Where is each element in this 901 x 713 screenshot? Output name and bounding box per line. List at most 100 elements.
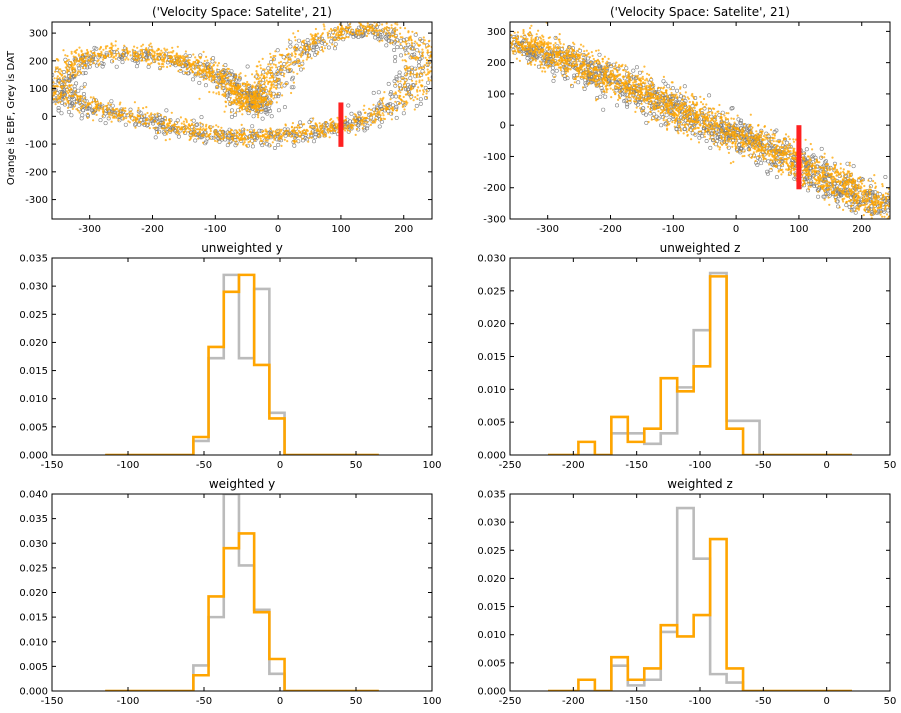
scatter-point (749, 113, 752, 116)
scatter-point (151, 116, 154, 119)
scatter-point (418, 79, 421, 82)
scatter-point (99, 54, 102, 57)
scatter-point (316, 53, 319, 56)
scatter-point (416, 94, 419, 97)
scatter-point (360, 24, 363, 27)
scatter-point (278, 53, 281, 56)
scatter-point (707, 131, 712, 136)
scatter-point (257, 128, 262, 133)
scatter-point (625, 102, 630, 107)
scatter-point (254, 86, 257, 90)
scatter-point (309, 120, 313, 123)
scatter-point (97, 52, 100, 55)
scatter-point (217, 139, 222, 144)
scatter-point (148, 115, 151, 118)
scatter-point (311, 40, 315, 43)
scatter-point (224, 92, 227, 95)
scatter-point (276, 108, 281, 113)
scatter-point (235, 129, 238, 132)
scatter-point (736, 117, 741, 122)
scatter-point (124, 107, 127, 110)
scatter-point (261, 87, 264, 90)
scatter-point (70, 88, 73, 91)
scatter-point (287, 67, 290, 70)
scatter-point (263, 89, 266, 92)
scatter-point (91, 58, 94, 61)
scatter-point (426, 45, 430, 48)
scatter-point (392, 47, 397, 52)
scatter-point (133, 122, 138, 127)
scatter-point (205, 135, 208, 138)
scatter-point (219, 129, 222, 132)
scatter-point (95, 113, 98, 116)
scatter-point (399, 43, 402, 46)
scatter-point (422, 90, 425, 93)
scatter-point (265, 85, 268, 89)
scatter-point (237, 76, 242, 81)
scatter-point (409, 35, 412, 38)
scatter-point (215, 131, 218, 134)
scatter-point (305, 131, 308, 134)
scatter-point (90, 101, 93, 104)
scatter-point (229, 131, 232, 134)
scatter-point (236, 86, 239, 89)
scatter-point (401, 36, 404, 39)
scatter-point (191, 77, 196, 82)
scatter-point (125, 56, 128, 59)
scatter-point (388, 32, 391, 35)
scatter-point (136, 56, 139, 59)
scatter-point (202, 62, 205, 65)
scatter-point (414, 58, 418, 61)
scatter-point (66, 54, 69, 58)
scatter-point (74, 55, 77, 59)
scatter-point (290, 125, 294, 128)
scatter-point (434, 63, 436, 65)
scatter-point (367, 32, 370, 35)
scatter-point (755, 162, 760, 167)
scatter-point (210, 59, 215, 64)
scatter-point (259, 90, 262, 93)
scatter-point (82, 57, 85, 60)
scatter-point (349, 31, 352, 34)
scatter-point (267, 82, 270, 85)
scatter-point (321, 132, 324, 135)
scatter-point (291, 54, 294, 57)
scatter-point (684, 125, 687, 129)
scatter-point (198, 97, 201, 100)
scatter-point (690, 104, 695, 109)
x-tick-label: -200 (141, 224, 164, 235)
scatter-point (251, 114, 256, 119)
scatter-point (730, 117, 733, 120)
scatter-point (249, 130, 252, 133)
scatter-point (383, 26, 386, 29)
scatter-point (245, 64, 250, 69)
scatter-point (364, 27, 367, 30)
scatter-point (48, 89, 50, 91)
scatter-point (63, 61, 67, 64)
scatter-point (671, 117, 676, 122)
scatter-point (321, 33, 324, 36)
scatter-point (332, 120, 335, 123)
scatter-point (199, 64, 202, 67)
scatter-point (269, 102, 272, 105)
scatter-point (301, 50, 304, 54)
scatter-point (270, 85, 273, 88)
scatter-point (892, 200, 894, 202)
scatter-point (191, 135, 194, 138)
scatter-point (89, 96, 92, 99)
scatter-point (89, 60, 92, 64)
scatter-point (92, 119, 95, 122)
scatter-point (283, 133, 288, 138)
scatter-point (497, 46, 500, 49)
scatter-point (227, 76, 230, 79)
scatter-point (226, 82, 229, 85)
scatter-point (208, 68, 211, 71)
scatter-point (275, 86, 278, 89)
scatter-point (268, 108, 273, 113)
scatter-point (34, 71, 36, 73)
scatter-point (117, 56, 122, 61)
scatter-point (659, 123, 664, 128)
scatter-point (266, 100, 269, 104)
scatter-point (581, 52, 586, 57)
scatter-point (310, 136, 313, 139)
